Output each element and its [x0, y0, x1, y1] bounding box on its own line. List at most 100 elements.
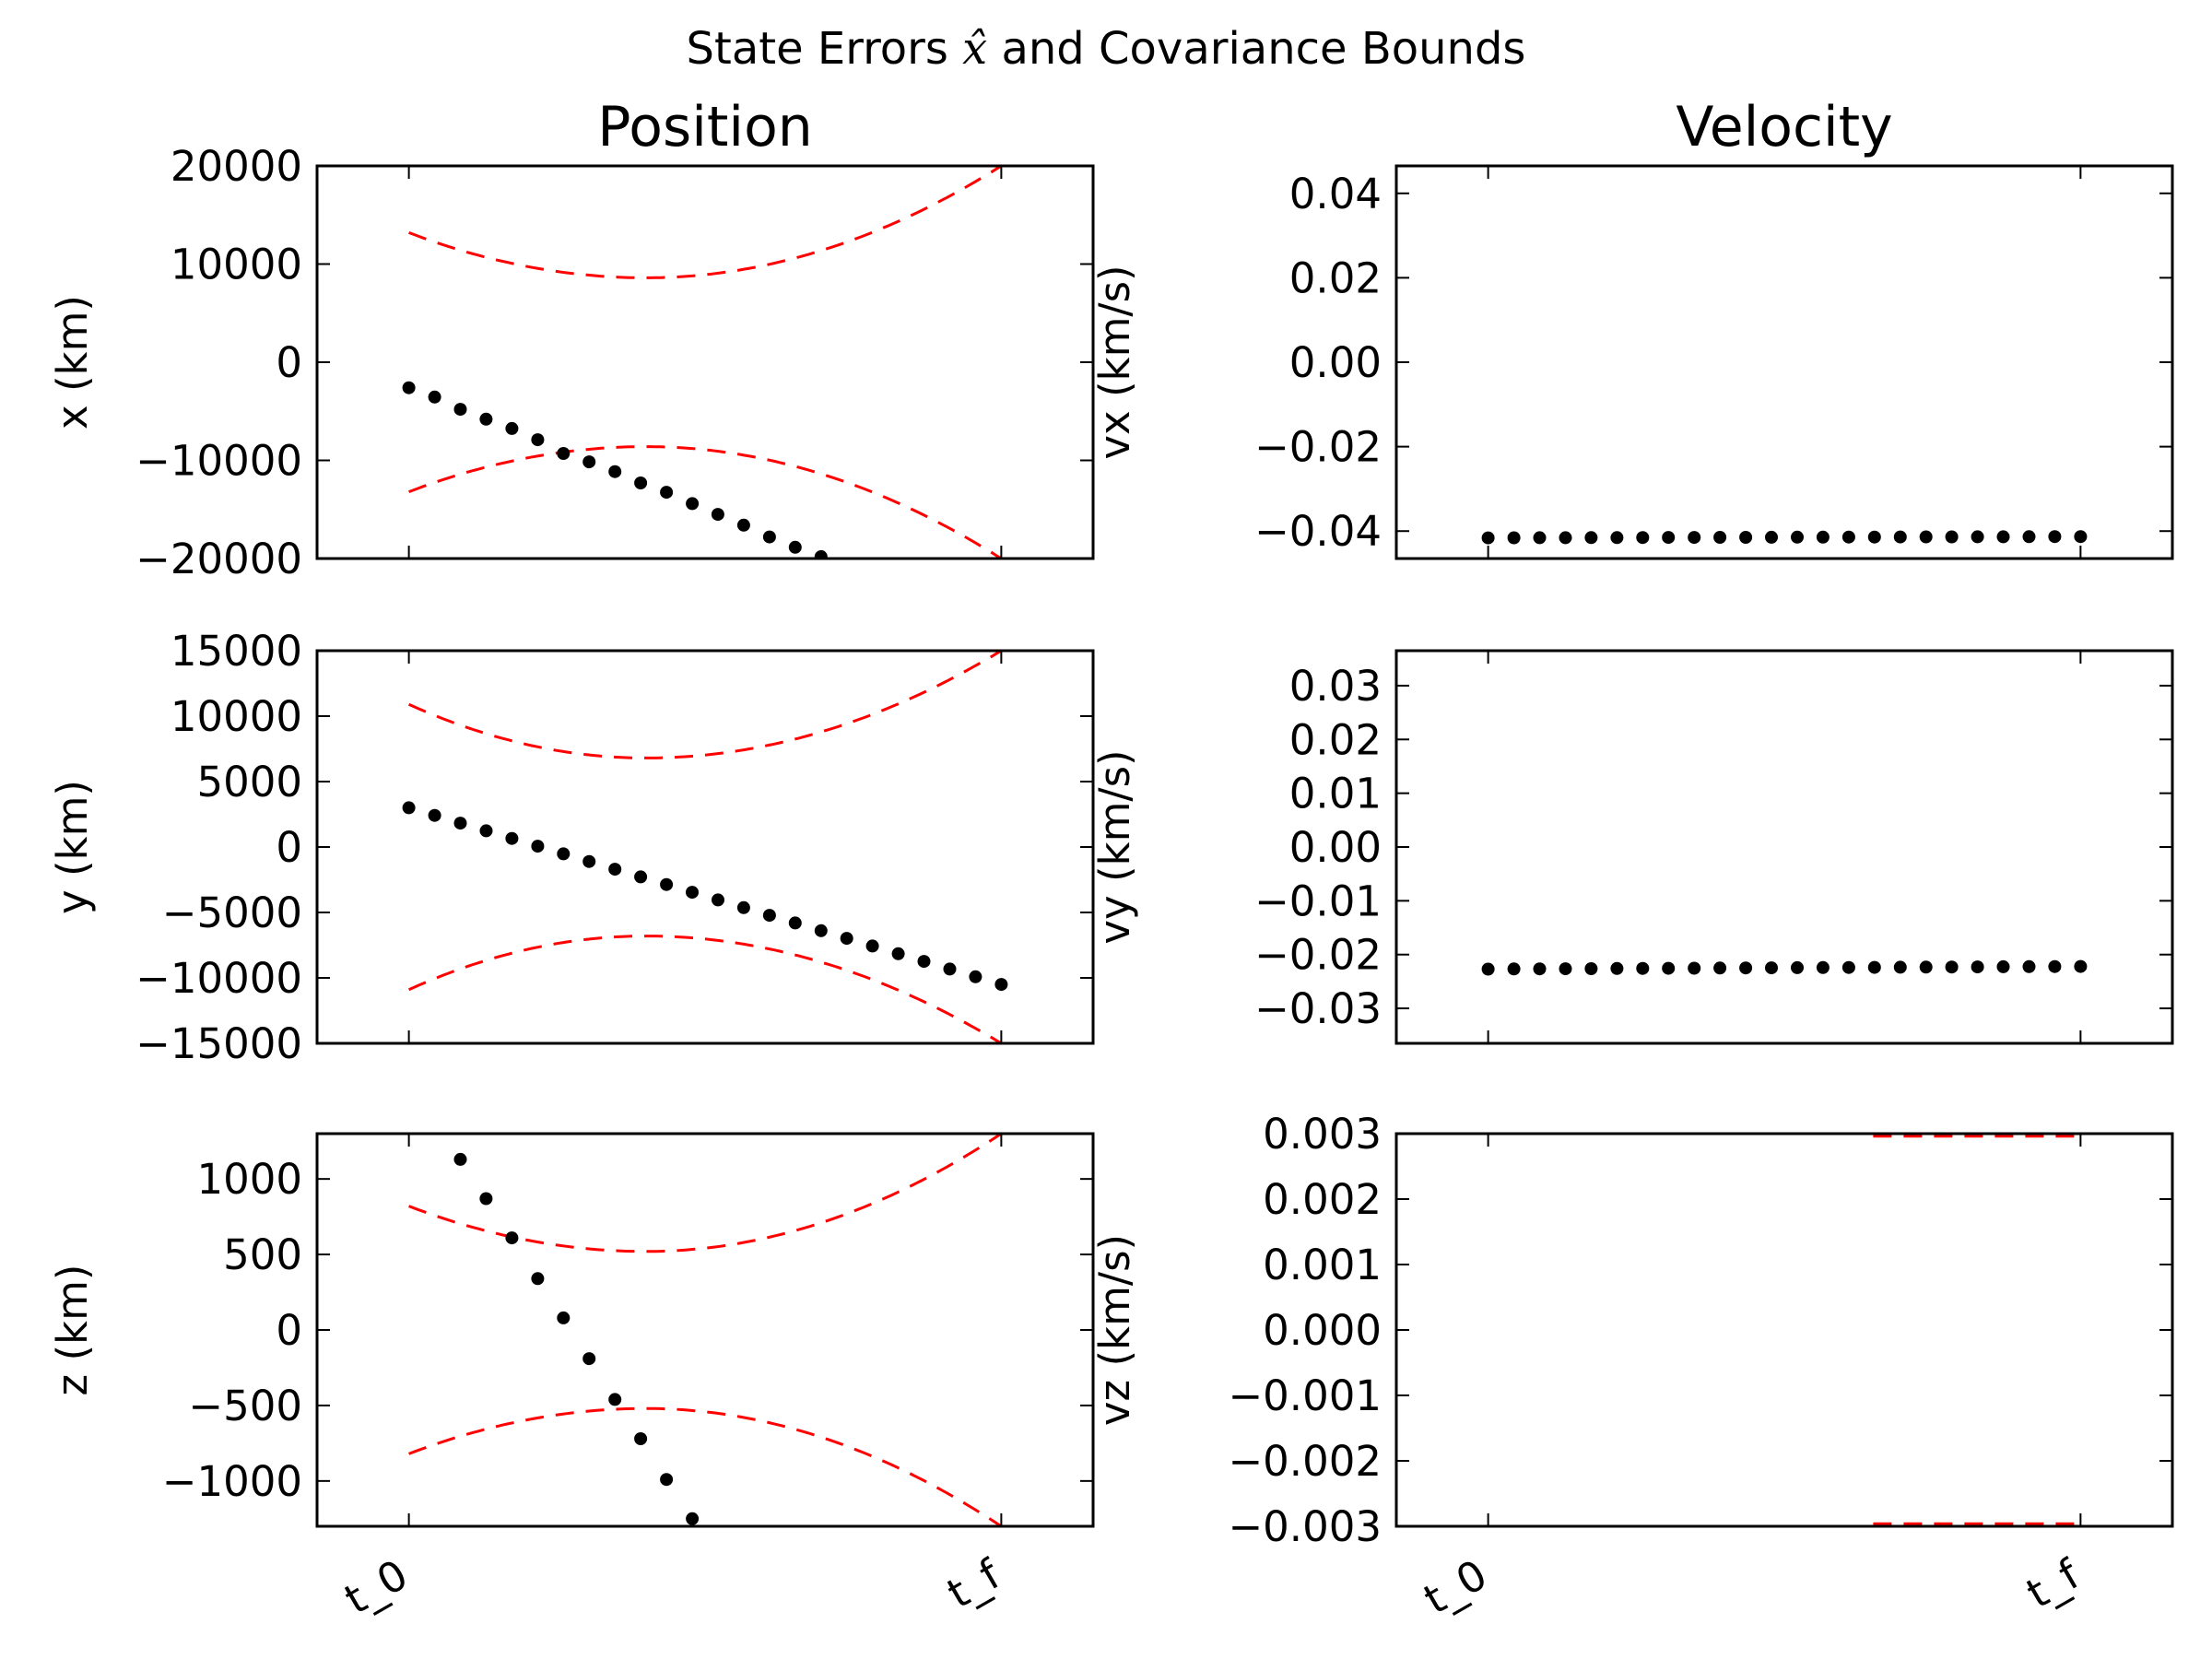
ylabel-vy: vy (km/s) [1090, 749, 1139, 944]
point-vx-22 [2048, 530, 2062, 544]
ytick-label-y-4: −5000 [162, 888, 302, 937]
point-x-8 [608, 465, 622, 478]
point-x-13 [736, 518, 750, 532]
point-vy-21 [2022, 959, 2036, 973]
ytick-label-vy-0: 0.03 [1289, 662, 1382, 711]
ytick-label-vy-1: 0.02 [1289, 715, 1382, 764]
point-vx-16 [1893, 530, 1907, 544]
point-vx-0 [1481, 531, 1495, 545]
point-vx-2 [1533, 531, 1547, 545]
point-y-11 [686, 886, 699, 900]
ytick-label-z-1: 500 [223, 1230, 302, 1279]
point-vx-19 [1971, 530, 1984, 544]
figure-title-after: and Covariance Bounds [987, 23, 1526, 75]
point-y-0 [402, 801, 416, 815]
axes-frame-vx [1394, 164, 2174, 560]
point-x-5 [531, 433, 545, 447]
ytick-label-vz-5: −0.002 [1228, 1437, 1382, 1486]
point-x-15 [788, 540, 802, 554]
point-y-15 [788, 916, 802, 930]
ytick-label-y-5: −10000 [135, 954, 302, 1003]
ytick-label-z-3: −500 [188, 1382, 302, 1430]
ytick-label-vx-4: −0.04 [1254, 507, 1382, 556]
axes-frame-y [315, 649, 1095, 1045]
point-x-1 [428, 390, 441, 404]
point-x-9 [634, 477, 648, 489]
point-vy-10 [1739, 961, 1753, 975]
bound-lower-z [408, 1406, 1003, 1526]
point-vx-17 [1919, 530, 1933, 544]
point-y-17 [840, 932, 853, 946]
axes-frame-vy [1394, 649, 2174, 1045]
point-vy-1 [1507, 962, 1521, 976]
point-vx-4 [1584, 531, 1598, 545]
xtick-label-vz-0: t_0 [1416, 1550, 1495, 1624]
xtick-label-vz-1: t_f [2018, 1549, 2088, 1618]
point-x-3 [479, 412, 493, 426]
point-vy-3 [1559, 962, 1572, 976]
point-vy-23 [2074, 959, 2088, 973]
ytick-label-y-0: 15000 [171, 627, 302, 676]
point-y-10 [660, 877, 674, 891]
point-vy-6 [1636, 961, 1650, 975]
point-x-11 [686, 497, 700, 511]
point-vx-18 [1945, 530, 1959, 544]
point-x-10 [660, 486, 674, 500]
point-vx-15 [1867, 530, 1881, 544]
point-vy-14 [1841, 960, 1855, 974]
bound-upper-x [408, 166, 1003, 279]
point-vx-6 [1636, 531, 1650, 545]
ylabel-x: x (km) [48, 295, 97, 429]
point-vy-4 [1584, 962, 1598, 975]
point-z-5 [582, 1352, 596, 1366]
ytick-label-vx-2: 0.00 [1289, 338, 1382, 387]
point-vx-3 [1559, 531, 1572, 545]
ytick-label-x-1: 10000 [171, 241, 302, 289]
point-x-6 [557, 447, 571, 460]
ytick-label-vx-1: 0.02 [1289, 253, 1382, 302]
point-x-4 [505, 421, 519, 435]
ytick-label-vz-3: 0.000 [1263, 1306, 1382, 1355]
point-vy-7 [1662, 961, 1676, 975]
ytick-label-y-3: 0 [276, 823, 302, 872]
ytick-label-vy-6: −0.03 [1254, 984, 1382, 1033]
ytick-label-vx-3: −0.02 [1254, 423, 1382, 472]
point-z-8 [660, 1473, 674, 1487]
point-vx-10 [1739, 531, 1753, 544]
point-y-4 [505, 831, 519, 845]
point-y-23 [994, 978, 1008, 992]
point-z-2 [505, 1231, 519, 1245]
point-y-2 [453, 817, 467, 830]
point-y-7 [582, 854, 596, 868]
ytick-label-x-3: −10000 [135, 437, 302, 486]
point-z-3 [531, 1272, 545, 1286]
point-vy-9 [1713, 961, 1727, 975]
point-vx-1 [1507, 531, 1521, 545]
point-y-6 [557, 847, 571, 861]
point-vy-16 [1893, 960, 1907, 974]
ytick-label-vy-4: −0.01 [1254, 877, 1382, 925]
figure-title-math: x̂ [962, 23, 988, 75]
point-x-0 [402, 381, 416, 394]
column-title-vx: Velocity [1676, 95, 1892, 159]
ytick-label-vz-0: 0.003 [1263, 1110, 1382, 1159]
bound-lower-x [408, 445, 1003, 559]
point-vy-22 [2048, 959, 2062, 973]
point-vy-5 [1610, 961, 1624, 975]
ytick-label-y-6: −15000 [135, 1019, 302, 1068]
axes-frame-x [315, 164, 1095, 560]
point-vx-5 [1610, 531, 1624, 545]
point-y-14 [762, 909, 776, 923]
point-y-3 [479, 824, 493, 838]
point-x-16 [814, 549, 828, 559]
ytick-label-x-0: 20000 [171, 142, 302, 191]
point-z-7 [634, 1432, 648, 1445]
point-z-4 [557, 1311, 571, 1324]
ytick-label-vy-5: −0.02 [1254, 931, 1382, 980]
axes-frame-vz [1394, 1132, 2174, 1528]
point-x-7 [582, 455, 596, 469]
point-z-0 [453, 1152, 467, 1166]
point-y-13 [736, 900, 750, 914]
point-vy-19 [1971, 960, 1984, 974]
